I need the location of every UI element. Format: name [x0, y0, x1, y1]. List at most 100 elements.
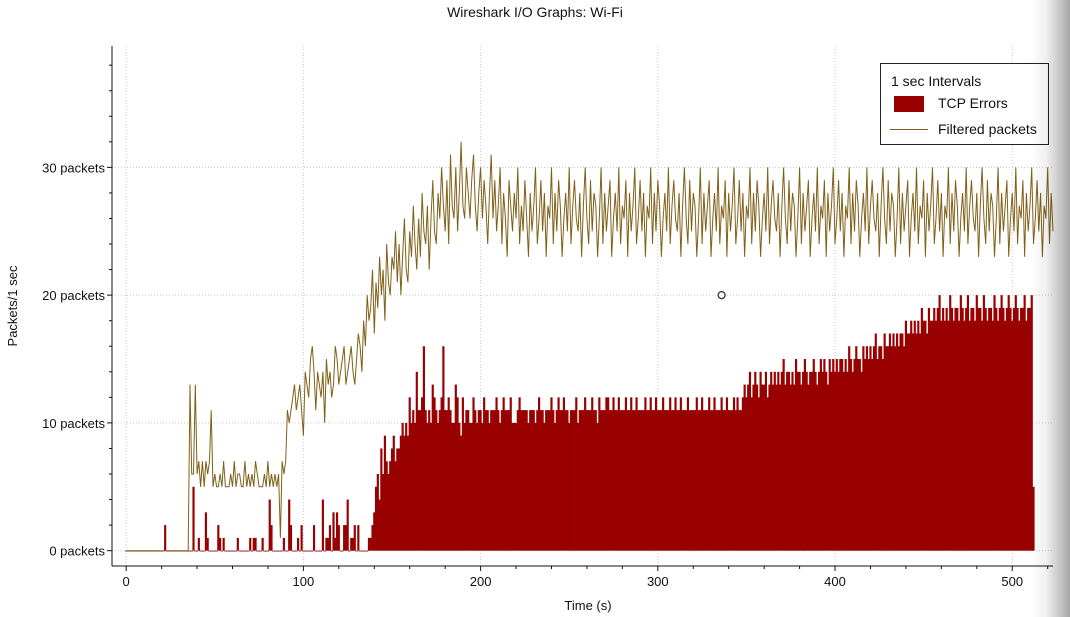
- tcp-errors-bar: [998, 307, 1001, 551]
- tcp-errors-bar: [646, 410, 649, 551]
- tcp-errors-bar: [444, 410, 447, 551]
- tcp-errors-bar: [1025, 320, 1028, 551]
- tcp-errors-bar: [422, 346, 425, 551]
- x-tick-label: 300: [647, 574, 669, 589]
- tcp-errors-bar: [227, 550, 231, 552]
- tcp-errors-bar: [885, 346, 888, 551]
- tcp-errors-bar: [954, 307, 957, 551]
- tcp-errors-bar: [236, 537, 239, 551]
- tcp-errors-bar: [984, 307, 987, 551]
- tcp-errors-bar: [699, 410, 702, 551]
- tcp-errors-bar: [201, 550, 204, 552]
- tcp-errors-bar: [837, 371, 840, 551]
- tcp-errors-bar: [396, 448, 399, 551]
- tcp-errors-bar: [901, 333, 904, 551]
- tcp-errors-bar: [839, 359, 842, 551]
- tcp-errors-bar: [219, 537, 222, 551]
- tcp-errors-bar: [693, 410, 697, 551]
- tcp-errors-bar: [929, 320, 932, 551]
- tcp-errors-bar: [495, 397, 498, 551]
- tcp-errors-bar: [1012, 307, 1016, 551]
- tcp-errors-bar: [970, 307, 973, 551]
- tcp-errors-bar: [848, 346, 851, 551]
- tcp-errors-bar: [199, 550, 202, 552]
- tcp-errors-bar: [242, 550, 245, 552]
- tcp-errors-bar: [440, 397, 443, 551]
- tcp-errors-bar: [794, 359, 798, 551]
- tcp-errors-bar: [385, 461, 388, 551]
- tcp-errors-bar: [421, 397, 424, 551]
- tcp-errors-bar: [637, 410, 640, 551]
- tcp-errors-bar: [484, 410, 488, 551]
- tcp-errors-bar: [390, 448, 394, 551]
- tcp-errors-bar: [1009, 307, 1012, 551]
- tcp-errors-bar: [633, 410, 636, 551]
- tcp-errors-bar: [564, 410, 567, 551]
- tcp-errors-bar: [681, 410, 684, 551]
- tcp-errors-bar: [291, 550, 294, 552]
- tcp-errors-bar: [803, 359, 806, 551]
- tcp-errors-bar: [787, 371, 791, 551]
- tcp-errors-bar: [920, 307, 923, 551]
- tcp-errors-bar: [490, 410, 493, 551]
- tcp-errors-bar: [330, 550, 333, 552]
- tcp-errors-bar: [766, 397, 769, 551]
- tcp-errors-bar: [1030, 295, 1033, 551]
- tcp-errors-bar: [463, 422, 466, 551]
- tcp-errors-bar: [537, 397, 541, 551]
- tcp-errors-bar: [435, 410, 438, 551]
- tcp-errors-bar: [715, 410, 718, 551]
- legend-title: 1 sec Intervals: [891, 73, 982, 89]
- tcp-errors-bar: [552, 410, 555, 551]
- tcp-errors-bar: [913, 320, 916, 551]
- tcp-errors-bar: [525, 410, 528, 551]
- tcp-errors-bar: [768, 384, 771, 551]
- tcp-errors-bar: [566, 410, 569, 551]
- tcp-errors-bar: [947, 320, 950, 551]
- tcp-errors-bar: [754, 371, 757, 551]
- tcp-errors-bar: [988, 307, 991, 551]
- tcp-errors-bar: [226, 550, 229, 552]
- legend-entry-filtered-packets[interactable]: Filtered packets: [881, 119, 1049, 141]
- tcp-errors-bar: [892, 333, 895, 551]
- tcp-errors-bar: [986, 320, 989, 551]
- tcp-errors-bar: [362, 550, 365, 552]
- tcp-errors-bar: [359, 550, 362, 552]
- tcp-errors-bar: [125, 550, 128, 552]
- tcp-errors-bar: [747, 384, 750, 551]
- tcp-errors-bar: [497, 410, 500, 551]
- tcp-errors-bar: [499, 422, 502, 551]
- tcp-errors-bar: [539, 410, 542, 551]
- tcp-errors-bar: [1021, 307, 1024, 551]
- tcp-errors-bar: [608, 410, 612, 551]
- tcp-errors-bar: [454, 384, 457, 551]
- tcp-errors-bar: [890, 346, 893, 551]
- tcp-errors-bar: [1032, 486, 1035, 551]
- tcp-errors-bar: [605, 397, 608, 551]
- tcp-errors-bar: [748, 371, 752, 551]
- tcp-errors-bar: [709, 410, 713, 551]
- tcp-errors-bar: [934, 320, 938, 551]
- tcp-errors-bar: [738, 410, 741, 551]
- tcp-errors-bar: [931, 320, 934, 551]
- tcp-errors-bar: [993, 295, 996, 551]
- tcp-errors-bar: [520, 410, 523, 551]
- tcp-errors-bar: [977, 307, 980, 551]
- cursor-marker: [717, 290, 726, 300]
- tcp-errors-bar: [550, 397, 553, 551]
- tcp-errors-bar: [903, 346, 906, 551]
- tcp-errors-bar: [734, 410, 737, 551]
- legend-entry-tcp-errors[interactable]: TCP Errors: [881, 93, 1049, 115]
- tcp-errors-bar: [399, 435, 402, 551]
- tcp-errors-bar: [327, 537, 330, 551]
- tcp-errors-bar: [841, 359, 844, 551]
- tcp-errors-bar: [864, 359, 867, 551]
- tcp-errors-bar: [911, 333, 915, 551]
- tcp-errors-bar: [288, 499, 291, 551]
- tcp-errors-bar: [582, 410, 585, 551]
- tcp-errors-bar: [415, 371, 418, 551]
- tcp-errors-bar: [405, 422, 408, 551]
- tcp-errors-bar: [975, 295, 978, 551]
- tcp-errors-bar: [761, 384, 764, 551]
